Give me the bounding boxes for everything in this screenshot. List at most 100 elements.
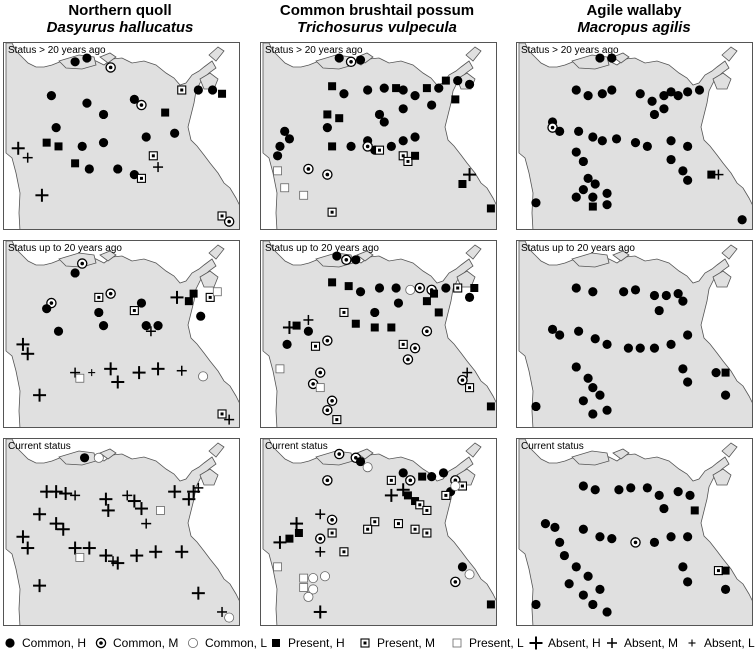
site-marker-present-high <box>351 319 360 328</box>
site-marker-common-high <box>678 562 688 572</box>
island-shape <box>612 250 630 262</box>
site-marker-absent-high <box>21 541 35 555</box>
legend-item-common-low: Common, L <box>185 634 267 652</box>
site-marker-common-high <box>438 468 449 478</box>
site-marker-present-high <box>71 159 80 168</box>
site-marker-present-medium <box>403 156 413 166</box>
site-marker-common-high <box>642 141 652 151</box>
site-marker-common-high <box>410 132 420 142</box>
site-marker-common-high <box>457 562 468 572</box>
site-marker-present-medium <box>386 475 396 485</box>
site-marker-present-high <box>441 76 450 85</box>
site-marker-absent-medium <box>141 518 152 529</box>
site-marker-present-medium <box>205 292 215 302</box>
site-marker-absent-high <box>313 605 327 619</box>
site-marker-common-high <box>673 289 683 299</box>
site-marker-common-high <box>583 373 593 383</box>
site-marker-absent-medium <box>462 367 473 378</box>
map-svg <box>261 43 496 229</box>
site-marker-present-medium <box>415 500 425 510</box>
site-marker-present-high <box>285 534 294 543</box>
site-marker-common-high <box>666 136 676 146</box>
island-shape <box>612 448 630 460</box>
site-marker-common-high <box>453 76 463 86</box>
site-marker-common-high <box>574 326 584 336</box>
site-marker-common-high <box>666 339 676 349</box>
column-header-agile-wallaby: Agile wallaby Macropus agilis <box>514 2 754 36</box>
site-marker-common-high <box>588 132 598 142</box>
site-marker-common-high <box>564 579 574 589</box>
legend-symbol-icon <box>188 638 198 648</box>
site-marker-present-high <box>328 142 337 151</box>
legend-label: Common, H <box>22 636 87 650</box>
site-marker-common-high <box>571 362 581 372</box>
species-scientific-name: Dasyurus hallucatus <box>46 19 194 36</box>
island-shape <box>99 250 117 262</box>
legend-label: Absent, H <box>548 636 601 650</box>
site-marker-common-medium <box>345 56 357 68</box>
site-marker-common-high <box>666 87 676 97</box>
island-shape <box>208 442 225 458</box>
site-marker-absent-medium <box>70 367 81 378</box>
site-marker-absent-high <box>16 530 30 544</box>
site-marker-common-medium <box>405 475 416 486</box>
site-marker-present-high <box>486 204 495 213</box>
site-marker-common-medium <box>322 404 333 416</box>
site-marker-common-high <box>578 396 588 406</box>
map-panel-possum-current: Current status <box>260 438 497 626</box>
site-marker-absent-high <box>68 541 82 555</box>
site-marker-common-medium <box>315 367 326 378</box>
site-marker-common-high <box>98 109 109 120</box>
site-marker-common-low <box>224 612 235 623</box>
site-marker-absent-high <box>463 168 477 182</box>
site-marker-common-high <box>711 368 721 378</box>
site-marker-common-high <box>531 599 541 610</box>
site-marker-common-high <box>555 330 565 340</box>
site-marker-common-high <box>578 524 588 534</box>
site-marker-present-high <box>335 114 344 123</box>
site-marker-common-medium <box>630 537 641 548</box>
site-marker-common-high <box>597 89 607 99</box>
site-marker-present-medium <box>398 339 408 349</box>
site-marker-common-low <box>303 591 314 602</box>
site-marker-present-high <box>430 289 439 298</box>
site-marker-common-high <box>683 141 693 151</box>
legend-symbol-icon <box>607 638 617 648</box>
map-panel-wallaby-current: Current status <box>516 438 753 626</box>
site-marker-common-high <box>272 151 283 161</box>
legend-symbol-icon <box>529 636 543 650</box>
site-marker-present-high <box>690 506 699 515</box>
island-shape <box>208 244 225 260</box>
site-marker-common-high <box>623 343 633 353</box>
site-marker-present-medium <box>713 566 723 576</box>
site-marker-absent-high <box>33 388 47 402</box>
site-marker-common-high <box>334 53 344 63</box>
site-marker-present-high <box>161 108 170 117</box>
site-marker-common-high <box>275 141 285 151</box>
site-marker-common-high <box>571 562 581 572</box>
site-marker-common-high <box>661 290 671 301</box>
legend-label: Present, H <box>288 636 345 650</box>
site-marker-common-high <box>673 487 683 497</box>
site-marker-common-medium <box>414 282 426 294</box>
site-marker-common-high <box>464 292 475 302</box>
site-marker-absent-medium <box>22 152 33 163</box>
site-marker-present-medium <box>217 409 227 419</box>
site-marker-common-high <box>77 141 87 151</box>
map-panel-quoll-past: Status > 20 years ago <box>3 42 240 230</box>
site-marker-common-high <box>635 343 645 353</box>
site-marker-common-high <box>193 85 203 95</box>
site-marker-present-high <box>588 202 597 211</box>
site-marker-common-high <box>284 134 295 144</box>
site-marker-common-high <box>611 134 622 144</box>
period-label: Current status <box>8 441 71 452</box>
site-marker-common-high <box>84 164 94 174</box>
site-marker-present-medium <box>374 145 385 155</box>
site-marker-common-medium <box>76 258 88 269</box>
site-marker-present-high <box>486 402 495 411</box>
site-marker-present-low <box>315 383 325 393</box>
site-marker-common-high <box>683 87 693 97</box>
island-shape <box>199 468 219 486</box>
site-marker-common-medium <box>402 354 414 365</box>
site-marker-common-high <box>379 83 389 93</box>
